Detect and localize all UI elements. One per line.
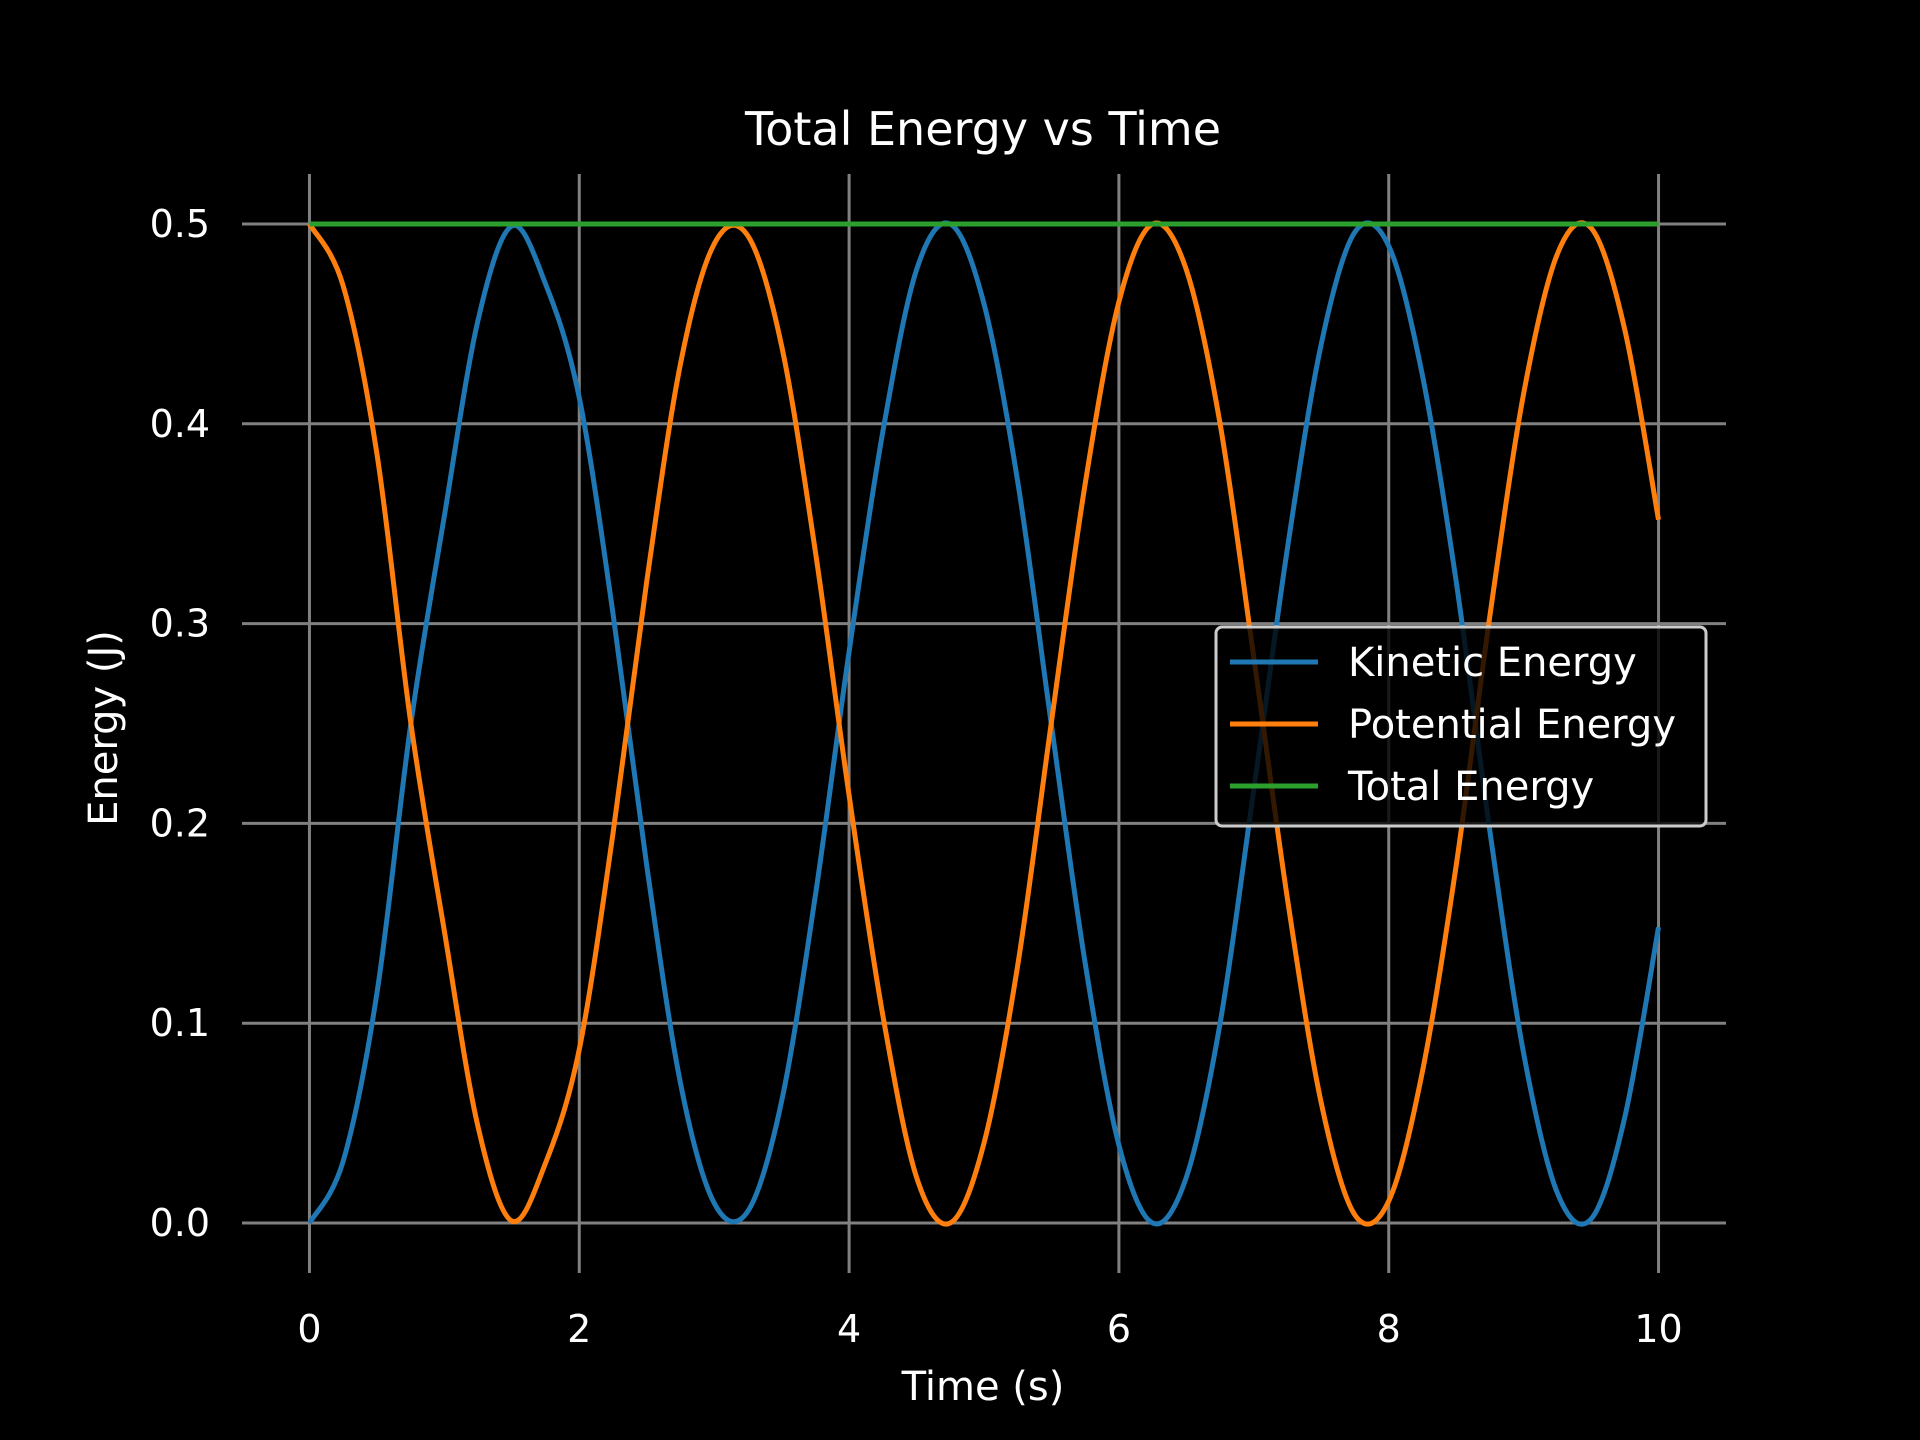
y-axis-label: Energy (J) <box>81 630 127 826</box>
y-tick-label: 0.4 <box>150 402 210 446</box>
legend-box <box>1214 625 1708 828</box>
x-tick-label: 4 <box>837 1307 861 1351</box>
x-axis-label: Time (s) <box>901 1364 1065 1410</box>
y-tick-label: 0.1 <box>150 1001 210 1045</box>
grid-lines <box>242 174 1726 1273</box>
y-tick-label: 0.2 <box>150 801 210 845</box>
kinetic-energy-legend-label: Kinetic Energy <box>1348 640 1637 686</box>
legend: Kinetic Energy Potential Energy Total Ener… <box>1214 625 1708 828</box>
chart-title: Total Energy vs Time <box>744 102 1221 156</box>
series-lines <box>307 220 1661 1227</box>
potential-energy-legend-label: Potential Energy <box>1348 702 1676 748</box>
x-tick-label: 8 <box>1377 1307 1401 1351</box>
x-tick-label: 6 <box>1107 1307 1131 1351</box>
y-tick-label: 0.3 <box>150 602 210 646</box>
kinetic-energy-line <box>307 220 1661 1227</box>
total-energy-legend-label: Total Energy <box>1347 764 1594 810</box>
x-tick-label: 10 <box>1634 1307 1682 1351</box>
potential-energy-line <box>307 220 1661 1227</box>
x-tick-label: 2 <box>567 1307 591 1351</box>
x-tick-label: 0 <box>297 1307 321 1351</box>
y-tick-label: 0.0 <box>150 1201 210 1245</box>
tick-labels: 0 2 4 6 8 10 0.0 0.1 0.2 0.3 0.4 0.5 <box>150 202 1683 1351</box>
y-tick-label: 0.5 <box>150 202 210 246</box>
